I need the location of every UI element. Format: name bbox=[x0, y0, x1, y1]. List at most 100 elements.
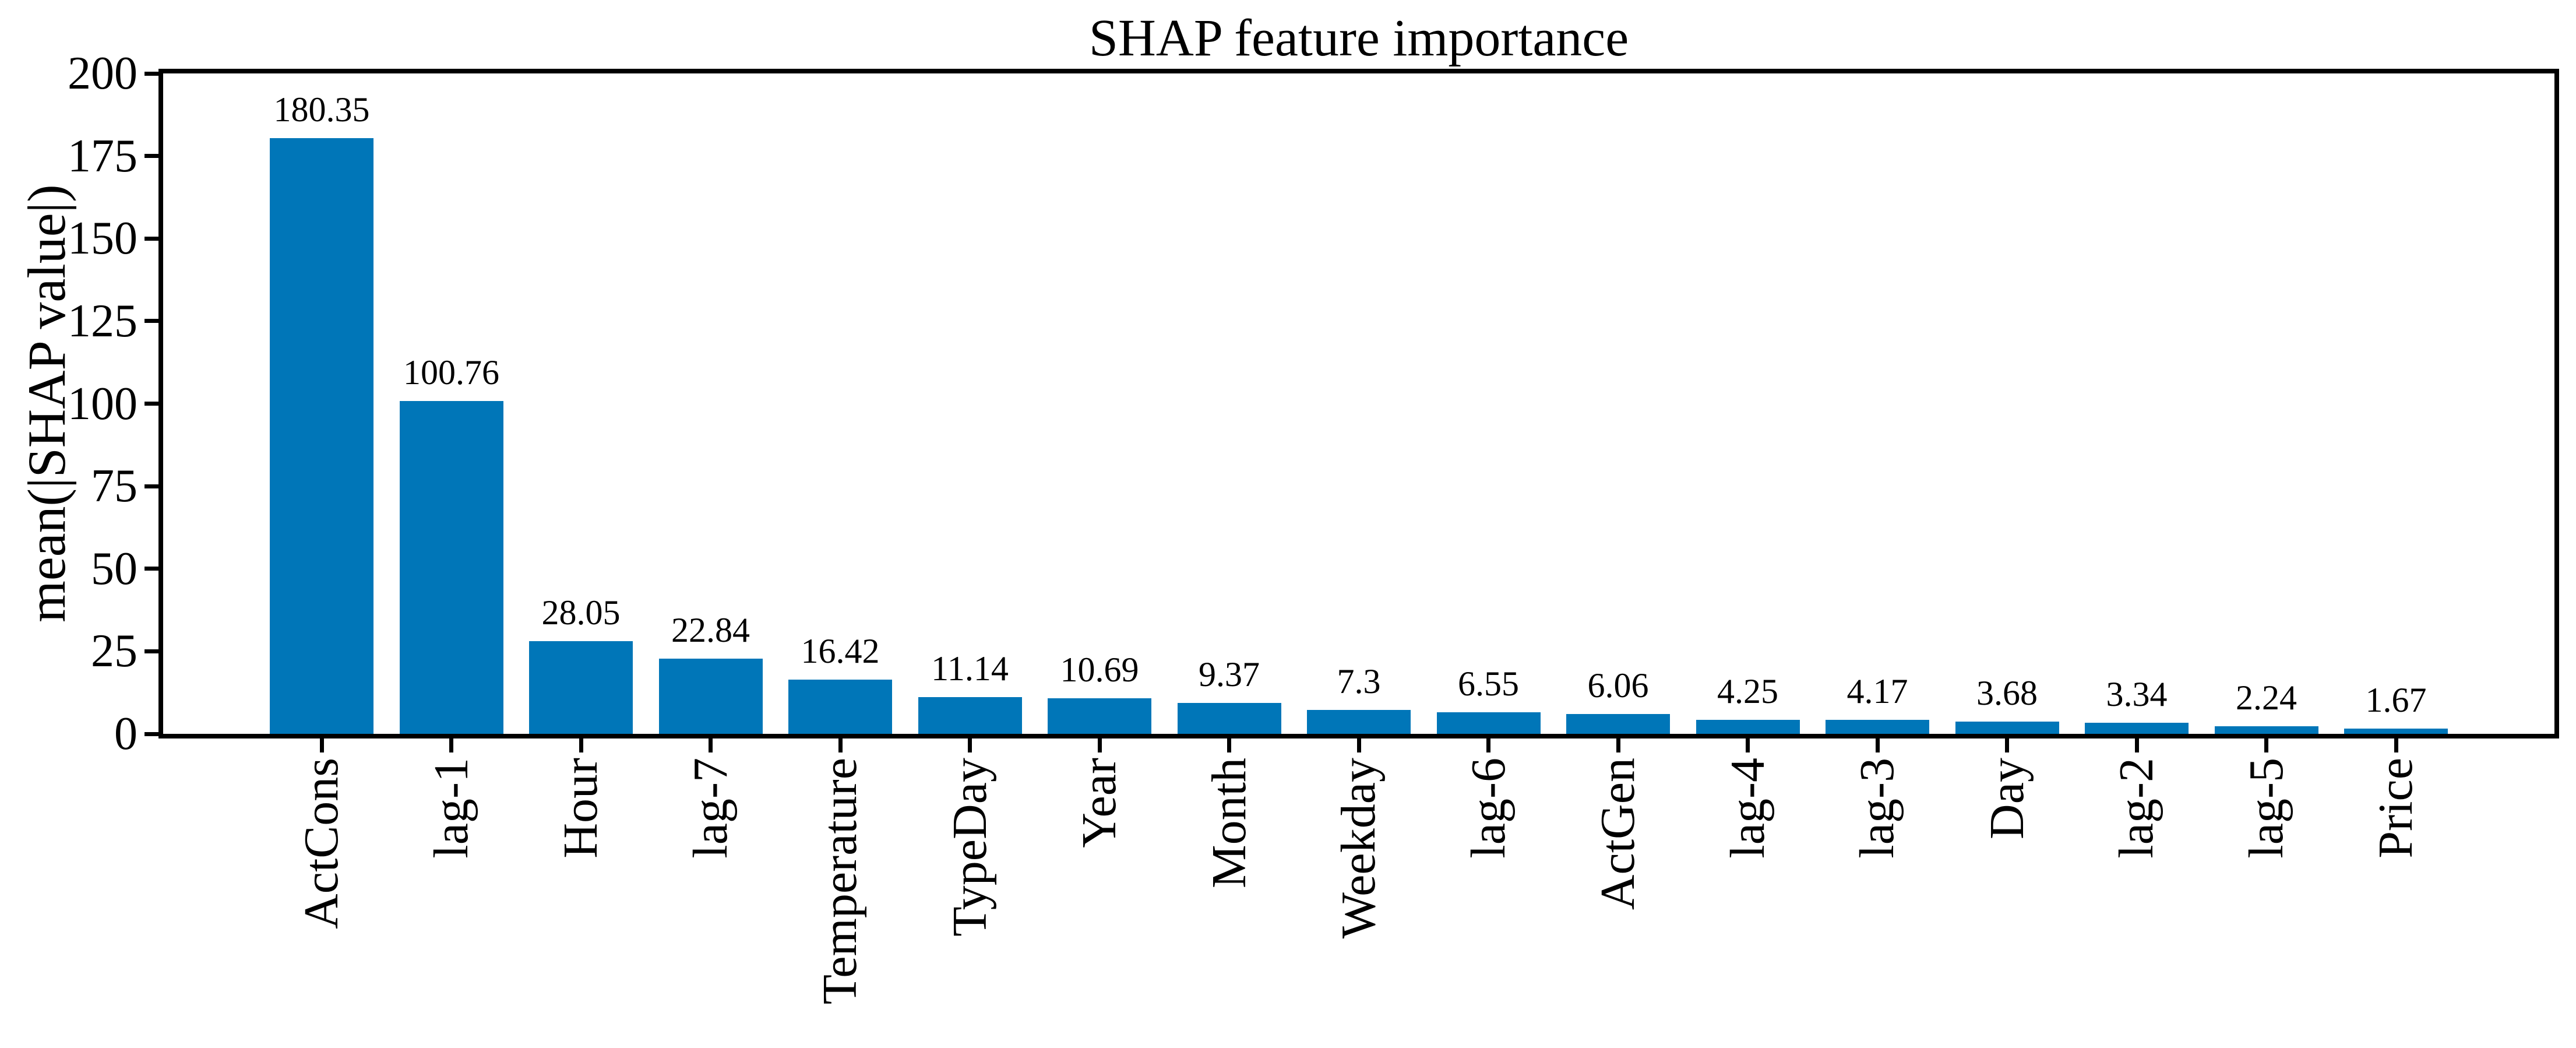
x-axis-tick-label: lag-4 bbox=[1720, 758, 1821, 859]
y-axis-tick bbox=[145, 71, 158, 76]
x-axis-tick-label-text: lag-3 bbox=[1850, 758, 1904, 859]
x-axis-tick bbox=[1097, 738, 1102, 752]
y-axis-tick-label: 50 bbox=[91, 543, 138, 595]
bar-value-label: 16.42 bbox=[801, 631, 880, 670]
x-axis-tick-label: lag-3 bbox=[1849, 758, 1950, 859]
bar-value-label: 1.67 bbox=[2365, 680, 2427, 719]
x-axis-tick-label-text: lag-4 bbox=[1720, 758, 1775, 859]
x-axis-tick-label-text: Hour bbox=[554, 758, 608, 859]
bar-value-label: 9.37 bbox=[1199, 655, 1260, 694]
x-axis-tick bbox=[2394, 738, 2398, 752]
x-axis-tick-label: Day bbox=[1979, 758, 2061, 839]
x-axis-tick bbox=[319, 738, 324, 752]
y-axis-tick-label: 175 bbox=[68, 130, 138, 182]
x-axis-tick-label: lag-1 bbox=[424, 758, 524, 859]
x-axis-tick-label-text: Month bbox=[1201, 758, 1256, 889]
x-axis-tick-label-text: lag-7 bbox=[683, 758, 738, 859]
bar bbox=[1955, 722, 2059, 734]
x-axis-tick bbox=[579, 738, 583, 752]
plot-area bbox=[158, 69, 2559, 738]
bar-value-label: 100.76 bbox=[403, 353, 499, 392]
x-axis-tick-label: lag-5 bbox=[2239, 758, 2339, 859]
x-axis-tick bbox=[1227, 738, 1231, 752]
y-axis-tick bbox=[145, 402, 158, 406]
bar bbox=[270, 138, 373, 734]
x-axis-tick-label-text: ActCons bbox=[294, 758, 348, 929]
bar-value-label: 22.84 bbox=[671, 610, 750, 649]
y-axis-tick-label: 0 bbox=[114, 708, 138, 759]
x-axis-tick-label: Hour bbox=[553, 758, 654, 859]
x-axis-tick-label-text: Weekday bbox=[1331, 758, 1386, 939]
bar bbox=[788, 679, 892, 734]
bar-value-label: 2.24 bbox=[2236, 678, 2297, 718]
x-axis-tick bbox=[968, 738, 972, 752]
y-axis-tick bbox=[145, 319, 158, 323]
x-axis-tick-label-text: ActGen bbox=[1591, 758, 1645, 910]
bar-value-label: 4.25 bbox=[1717, 671, 1778, 711]
x-axis-tick-label-text: Day bbox=[1979, 758, 2034, 839]
x-axis-tick-label: lag-2 bbox=[2109, 758, 2209, 859]
y-axis-tick-label: 150 bbox=[68, 213, 138, 265]
x-axis-tick-label-text: lag-6 bbox=[1461, 758, 1516, 859]
bar-value-label: 180.35 bbox=[273, 90, 370, 129]
y-axis-tick bbox=[145, 484, 158, 488]
y-axis-tick bbox=[145, 236, 158, 241]
bar bbox=[2214, 726, 2318, 734]
x-axis-tick bbox=[1616, 738, 1620, 752]
x-axis-tick-label-text: lag-1 bbox=[424, 758, 478, 859]
x-axis-tick-label-text: Year bbox=[1072, 758, 1126, 848]
x-axis-tick-label: Price bbox=[2368, 758, 2469, 859]
x-axis-tick bbox=[1746, 738, 1750, 752]
y-axis-tick-label: 125 bbox=[68, 295, 138, 347]
y-axis-tick-label: 200 bbox=[68, 48, 138, 99]
x-axis-tick bbox=[709, 738, 713, 752]
bar bbox=[1566, 713, 1670, 734]
bar-value-label: 11.14 bbox=[931, 649, 1009, 688]
x-axis-tick bbox=[1486, 738, 1490, 752]
y-axis-tick bbox=[145, 649, 158, 653]
x-axis-tick-label-text: lag-2 bbox=[2109, 758, 2163, 859]
bar bbox=[399, 401, 503, 734]
bar bbox=[918, 697, 1022, 734]
x-axis-tick-label-text: Temperature bbox=[813, 758, 867, 1005]
y-axis-tick bbox=[145, 567, 158, 571]
x-axis-tick-label-text: TypeDay bbox=[942, 758, 997, 937]
x-axis-tick bbox=[1875, 738, 1880, 752]
chart-title: SHAP feature importance bbox=[1088, 9, 1629, 67]
bar bbox=[1826, 720, 1929, 734]
bar bbox=[658, 658, 763, 734]
x-axis-tick bbox=[2134, 738, 2139, 752]
bar bbox=[529, 641, 633, 734]
x-axis-tick bbox=[2005, 738, 2009, 752]
bar-value-label: 6.06 bbox=[1587, 666, 1649, 705]
bar bbox=[1696, 719, 1800, 734]
bar-value-label: 4.17 bbox=[1846, 672, 1908, 711]
x-axis-tick bbox=[449, 738, 453, 752]
x-axis-tick bbox=[838, 738, 843, 752]
x-axis-tick-label: Year bbox=[1072, 758, 1162, 848]
x-axis-tick-label: lag-6 bbox=[1461, 758, 1562, 859]
bar bbox=[2085, 723, 2189, 734]
bar-value-label: 28.05 bbox=[541, 593, 621, 632]
x-axis-tick-label-text: Price bbox=[2369, 758, 2423, 859]
bar bbox=[1048, 698, 1151, 734]
x-axis-tick-label: lag-7 bbox=[683, 758, 784, 859]
x-axis-tick bbox=[1356, 738, 1361, 752]
x-axis-tick bbox=[2264, 738, 2268, 752]
bar bbox=[1177, 702, 1281, 734]
bar-value-label: 10.69 bbox=[1060, 650, 1139, 690]
bar-value-label: 3.34 bbox=[2106, 675, 2168, 714]
bar-value-label: 6.55 bbox=[1458, 664, 1519, 703]
x-axis-tick-label: Month bbox=[1201, 758, 1332, 888]
x-axis-tick-label-text: lag-5 bbox=[2239, 758, 2293, 859]
y-axis-tick bbox=[145, 154, 158, 159]
bar-value-label: 7.3 bbox=[1337, 662, 1381, 701]
bar-value-label: 3.68 bbox=[1976, 674, 2038, 713]
y-axis-tick-label: 100 bbox=[68, 378, 138, 430]
y-axis-tick-label: 75 bbox=[91, 460, 138, 512]
bar bbox=[1436, 712, 1541, 734]
bar bbox=[1307, 709, 1411, 734]
y-axis-tick-label: 25 bbox=[91, 625, 138, 677]
y-axis-tick bbox=[145, 732, 158, 736]
